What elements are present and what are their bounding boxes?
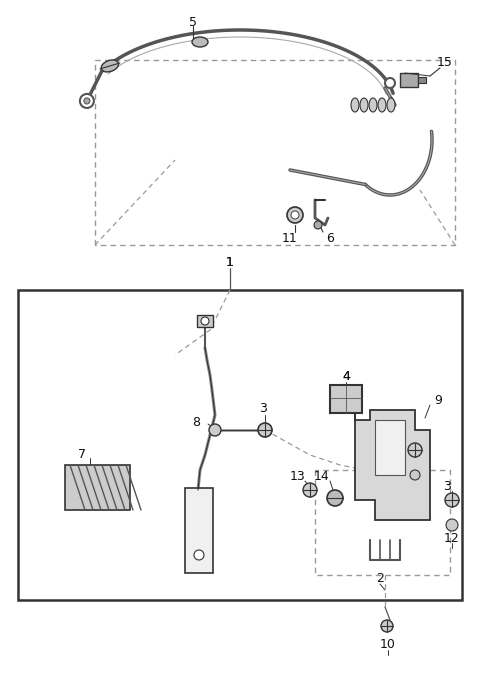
Circle shape <box>291 211 299 219</box>
Text: 6: 6 <box>326 232 334 244</box>
Circle shape <box>84 98 90 104</box>
Polygon shape <box>355 410 430 520</box>
Bar <box>400 73 418 87</box>
Polygon shape <box>65 465 130 510</box>
Text: 2: 2 <box>376 571 384 584</box>
Text: 15: 15 <box>437 56 453 68</box>
Circle shape <box>80 94 94 108</box>
Circle shape <box>194 550 204 560</box>
Text: 1: 1 <box>226 255 234 269</box>
Circle shape <box>381 620 393 632</box>
Circle shape <box>445 493 459 507</box>
Ellipse shape <box>387 98 395 112</box>
Bar <box>18 290 462 600</box>
Text: 3: 3 <box>443 479 451 492</box>
Bar <box>185 488 213 573</box>
Circle shape <box>385 78 395 88</box>
Text: 5: 5 <box>189 16 197 28</box>
Text: 1: 1 <box>226 257 234 269</box>
Ellipse shape <box>101 60 119 72</box>
Ellipse shape <box>192 37 208 47</box>
Circle shape <box>446 519 458 531</box>
Circle shape <box>258 423 272 437</box>
Text: 13: 13 <box>290 470 306 483</box>
Circle shape <box>408 443 422 457</box>
Circle shape <box>287 207 303 223</box>
Text: 9: 9 <box>434 393 442 406</box>
Text: 4: 4 <box>342 370 350 383</box>
Circle shape <box>314 221 322 229</box>
Text: 7: 7 <box>78 448 86 462</box>
Text: 3: 3 <box>259 401 267 414</box>
Ellipse shape <box>351 98 359 112</box>
Bar <box>375 420 405 475</box>
Circle shape <box>327 490 343 506</box>
Bar <box>418 77 426 83</box>
Text: 4: 4 <box>342 370 350 383</box>
Ellipse shape <box>369 98 377 112</box>
Circle shape <box>303 483 317 497</box>
Circle shape <box>410 470 420 480</box>
Bar <box>197 315 213 327</box>
Circle shape <box>209 424 221 436</box>
Text: 10: 10 <box>380 638 396 651</box>
Bar <box>330 385 362 413</box>
Text: 12: 12 <box>444 531 460 544</box>
Text: 14: 14 <box>314 470 330 483</box>
Ellipse shape <box>360 98 368 112</box>
Ellipse shape <box>378 98 386 112</box>
Text: 11: 11 <box>282 232 298 244</box>
Text: 8: 8 <box>192 416 200 429</box>
Circle shape <box>201 317 209 325</box>
